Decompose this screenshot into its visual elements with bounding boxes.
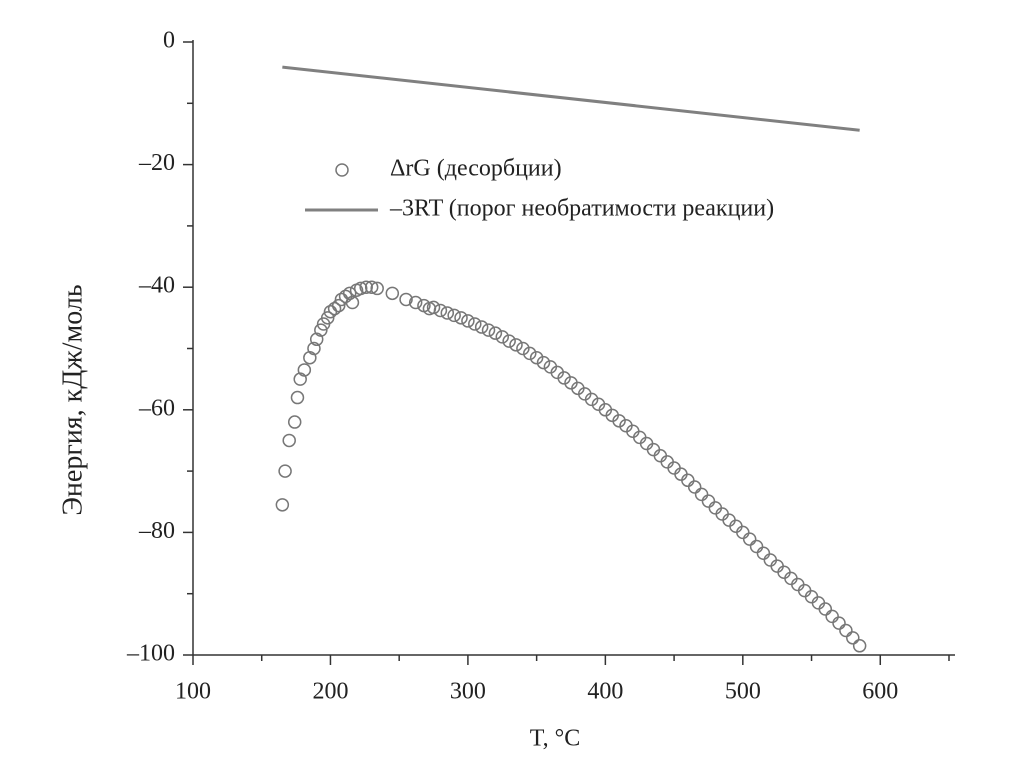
data-point <box>557 371 571 385</box>
y-axis-label: Энергия, кДж/моль <box>57 284 88 515</box>
data-point <box>309 332 324 347</box>
data-point <box>345 295 360 310</box>
data-point <box>584 392 599 407</box>
data-point <box>474 320 489 334</box>
x-tick-label: 600 <box>862 679 898 705</box>
data-point <box>495 330 510 344</box>
data-point <box>612 414 626 428</box>
data-point <box>825 609 839 624</box>
data-point <box>297 363 312 377</box>
data-point <box>440 306 455 320</box>
data-point <box>282 433 296 448</box>
data-point <box>314 323 328 337</box>
data-point <box>342 286 357 301</box>
data-point <box>303 350 317 365</box>
y-tick-label: 0 <box>163 28 175 54</box>
x-axis-label: T, °C <box>530 726 580 752</box>
x-tick-label: 300 <box>450 679 486 705</box>
data-point <box>536 355 551 370</box>
data-point <box>736 525 750 540</box>
data-point <box>385 286 400 301</box>
data-point <box>327 301 342 316</box>
data-point <box>694 487 709 502</box>
data-point <box>852 639 867 653</box>
legend-marker <box>335 163 349 177</box>
data-point <box>832 616 846 630</box>
x-tick-label: 200 <box>312 679 348 705</box>
y-tick-label: –40 <box>138 273 175 299</box>
data-point <box>687 480 702 494</box>
data-point <box>488 326 503 340</box>
legend-label: –3RT (порог необратимости реакции) <box>389 196 774 222</box>
data-point <box>275 498 290 512</box>
data-point <box>433 303 448 318</box>
x-tick-label: 500 <box>725 679 761 705</box>
data-point <box>516 341 530 356</box>
data-point <box>681 473 695 488</box>
data-point <box>749 539 764 554</box>
data-point <box>408 295 423 310</box>
x-tick-label: 100 <box>175 679 211 705</box>
data-point <box>756 546 771 560</box>
y-tick-label: –60 <box>138 395 175 421</box>
data-point <box>426 300 441 315</box>
y-tick-label: –20 <box>138 150 175 176</box>
data-point <box>742 532 757 546</box>
data-point <box>529 350 544 365</box>
data-point <box>293 372 307 386</box>
data-point <box>287 415 302 429</box>
data-point <box>481 323 496 337</box>
data-point <box>290 390 305 405</box>
data-point <box>320 311 335 325</box>
data-point <box>502 334 516 348</box>
data-point <box>818 602 833 616</box>
data-point <box>331 298 346 313</box>
y-tick-label: –80 <box>138 518 175 544</box>
data-point <box>353 281 368 296</box>
data-point <box>370 281 384 296</box>
data-point <box>701 494 716 508</box>
data-point <box>364 280 379 294</box>
data-point <box>307 341 321 356</box>
data-point <box>399 292 413 307</box>
data-point <box>461 314 475 328</box>
data-point <box>468 317 482 331</box>
data-point <box>278 464 292 478</box>
legend-label: ΔrG (десорбции) <box>390 156 562 182</box>
line <box>282 65 860 132</box>
data-point <box>447 308 461 323</box>
data-point <box>846 631 860 645</box>
y-tick-label: –100 <box>126 641 175 667</box>
x-tick-label: 400 <box>587 679 623 705</box>
data-point <box>509 338 523 352</box>
data-point <box>454 311 468 325</box>
data-point <box>839 623 853 638</box>
data-point <box>359 280 373 294</box>
data-point <box>523 346 537 361</box>
